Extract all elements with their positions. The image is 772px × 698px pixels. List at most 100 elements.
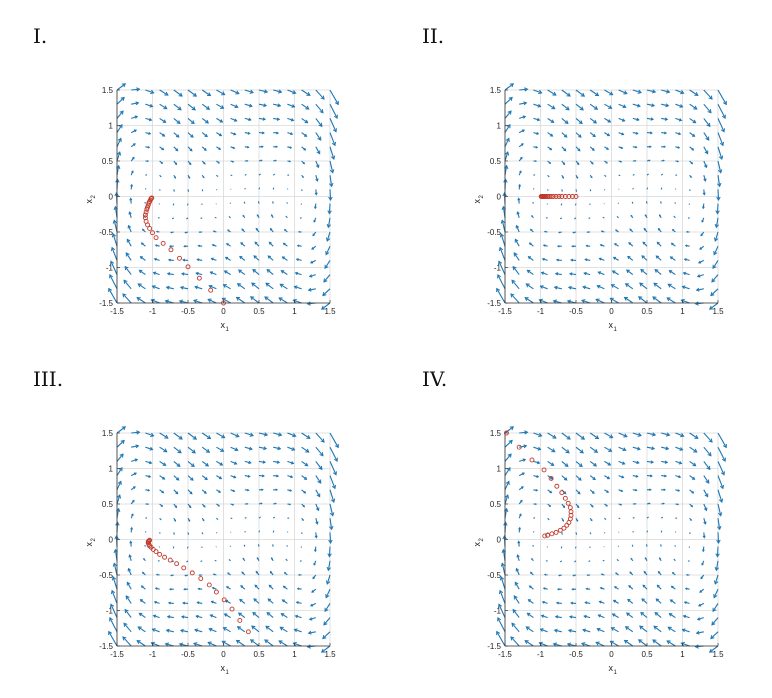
- quiver-arrowhead: [205, 119, 210, 124]
- quiver-arrowhead: [121, 83, 127, 88]
- quiver-arrow: [519, 102, 527, 105]
- quiver-arrow: [253, 255, 260, 261]
- quiver-arrowhead: [136, 640, 141, 644]
- quiver-arrowhead: [497, 274, 502, 279]
- quiver-arrowhead: [251, 282, 256, 287]
- quiver-arrowhead: [670, 242, 674, 246]
- quiver-arrow: [322, 288, 331, 296]
- quiver-arrow: [224, 270, 231, 276]
- x-tick-label: 1: [292, 307, 297, 316]
- x-axis-label-sub: 1: [226, 670, 230, 676]
- quiver-arrowhead: [152, 614, 157, 618]
- quiver-arrowhead: [708, 305, 714, 310]
- quiver-arrowhead: [276, 131, 280, 135]
- quiver-arrowhead: [706, 465, 711, 471]
- quiver-arrow: [329, 532, 332, 544]
- quiver-arrowhead: [253, 598, 257, 602]
- trajectory-point: [147, 225, 153, 231]
- quiver-arrow: [129, 211, 132, 218]
- quiver-arrowhead: [314, 549, 317, 553]
- quiver-arrowhead: [592, 476, 596, 481]
- quiver-arrowhead: [528, 242, 532, 246]
- quiver-arrowhead: [595, 641, 600, 646]
- quiver-arrow: [524, 640, 534, 647]
- quiver-arrow: [575, 132, 582, 138]
- quiver-arrowhead: [220, 448, 225, 452]
- quiver-arrowhead: [239, 598, 243, 603]
- quiver-arrowhead: [622, 104, 627, 109]
- quiver-arrowhead: [584, 258, 588, 262]
- quiver-arrowhead: [331, 484, 337, 490]
- quiver-arrowhead: [529, 228, 533, 231]
- quiver-arrow: [201, 532, 204, 535]
- trajectory-point: [556, 194, 562, 199]
- quiver-arrowhead: [162, 462, 167, 466]
- quiver-arrow: [674, 202, 676, 204]
- quiver-arrow: [689, 532, 691, 535]
- quiver-arrow: [286, 202, 288, 204]
- quiver-arrowhead: [504, 151, 510, 156]
- trajectory-point: [573, 194, 579, 199]
- trajectory-point: [545, 532, 551, 538]
- quiver-arrow: [294, 628, 302, 633]
- quiver-arrowhead: [699, 590, 702, 593]
- quiver-arrowhead: [627, 255, 631, 260]
- quiver-arrowhead: [332, 471, 337, 476]
- quiver-arrowhead: [625, 269, 630, 274]
- quiver-arrowhead: [323, 278, 328, 283]
- quiver-arrow: [315, 475, 322, 484]
- quiver-arrowhead: [325, 237, 331, 242]
- quiver-arrowhead: [593, 462, 598, 467]
- quiver-arrow: [228, 216, 231, 219]
- quiver-arrowhead: [191, 449, 196, 454]
- quiver-arrowhead: [307, 630, 312, 635]
- quiver-arrow: [329, 103, 338, 119]
- quiver-arrowhead: [505, 480, 510, 485]
- quiver-arrow: [519, 115, 526, 119]
- quiver-arrowhead: [263, 103, 268, 108]
- quiver-arrowhead: [133, 129, 138, 133]
- quiver-arrowhead: [612, 256, 617, 260]
- quiver-arrowhead: [302, 162, 306, 165]
- quiver-arrowhead: [150, 89, 155, 95]
- quiver-arrow: [166, 629, 174, 633]
- quiver-arrow: [717, 461, 725, 475]
- quiver-arrowhead: [500, 219, 506, 224]
- quiver-arrowhead: [318, 465, 323, 471]
- quiver-arrow: [145, 460, 152, 464]
- quiver-arrowhead: [620, 146, 624, 149]
- quiver-arrow: [187, 132, 194, 138]
- quiver-arrowhead: [304, 462, 309, 467]
- quiver-arrowhead: [678, 475, 682, 479]
- quiver-arrow: [588, 217, 591, 219]
- quiver-arrow: [301, 132, 307, 137]
- quiver-arrowhead: [531, 214, 533, 217]
- quiver-arrow: [173, 89, 183, 97]
- quiver-arrow: [604, 103, 612, 109]
- quiver-arrowhead: [581, 642, 586, 647]
- y-tick-label: -0.5: [487, 571, 501, 580]
- quiver-arrowhead: [637, 432, 642, 437]
- quiver-arrowhead: [189, 148, 193, 152]
- quiver-arrowhead: [252, 268, 257, 273]
- quiver-arrow: [715, 560, 719, 571]
- quiver-arrowhead: [219, 119, 224, 123]
- quiver-arrowhead: [562, 176, 564, 179]
- quiver-arrowhead: [194, 285, 199, 290]
- quiver-arrow: [201, 89, 211, 97]
- quiver-arrowhead: [667, 626, 672, 631]
- quiver-arrow: [575, 103, 584, 111]
- trajectory-point: [174, 561, 180, 567]
- x-tick-label: 1.5: [712, 650, 724, 659]
- quiver-arrowhead: [112, 562, 118, 567]
- quiver-arrow: [589, 432, 599, 440]
- quiver-arrow: [251, 282, 260, 290]
- quiver-arrow: [703, 446, 712, 457]
- quiver-arrow: [655, 598, 662, 604]
- quiver-arrowhead: [141, 228, 145, 231]
- quiver-arrowhead: [550, 462, 555, 466]
- quiver-arrowhead: [651, 89, 657, 94]
- quiver-arrow: [116, 138, 122, 148]
- quiver-arrowhead: [520, 499, 523, 503]
- quiver-arrow: [589, 103, 598, 110]
